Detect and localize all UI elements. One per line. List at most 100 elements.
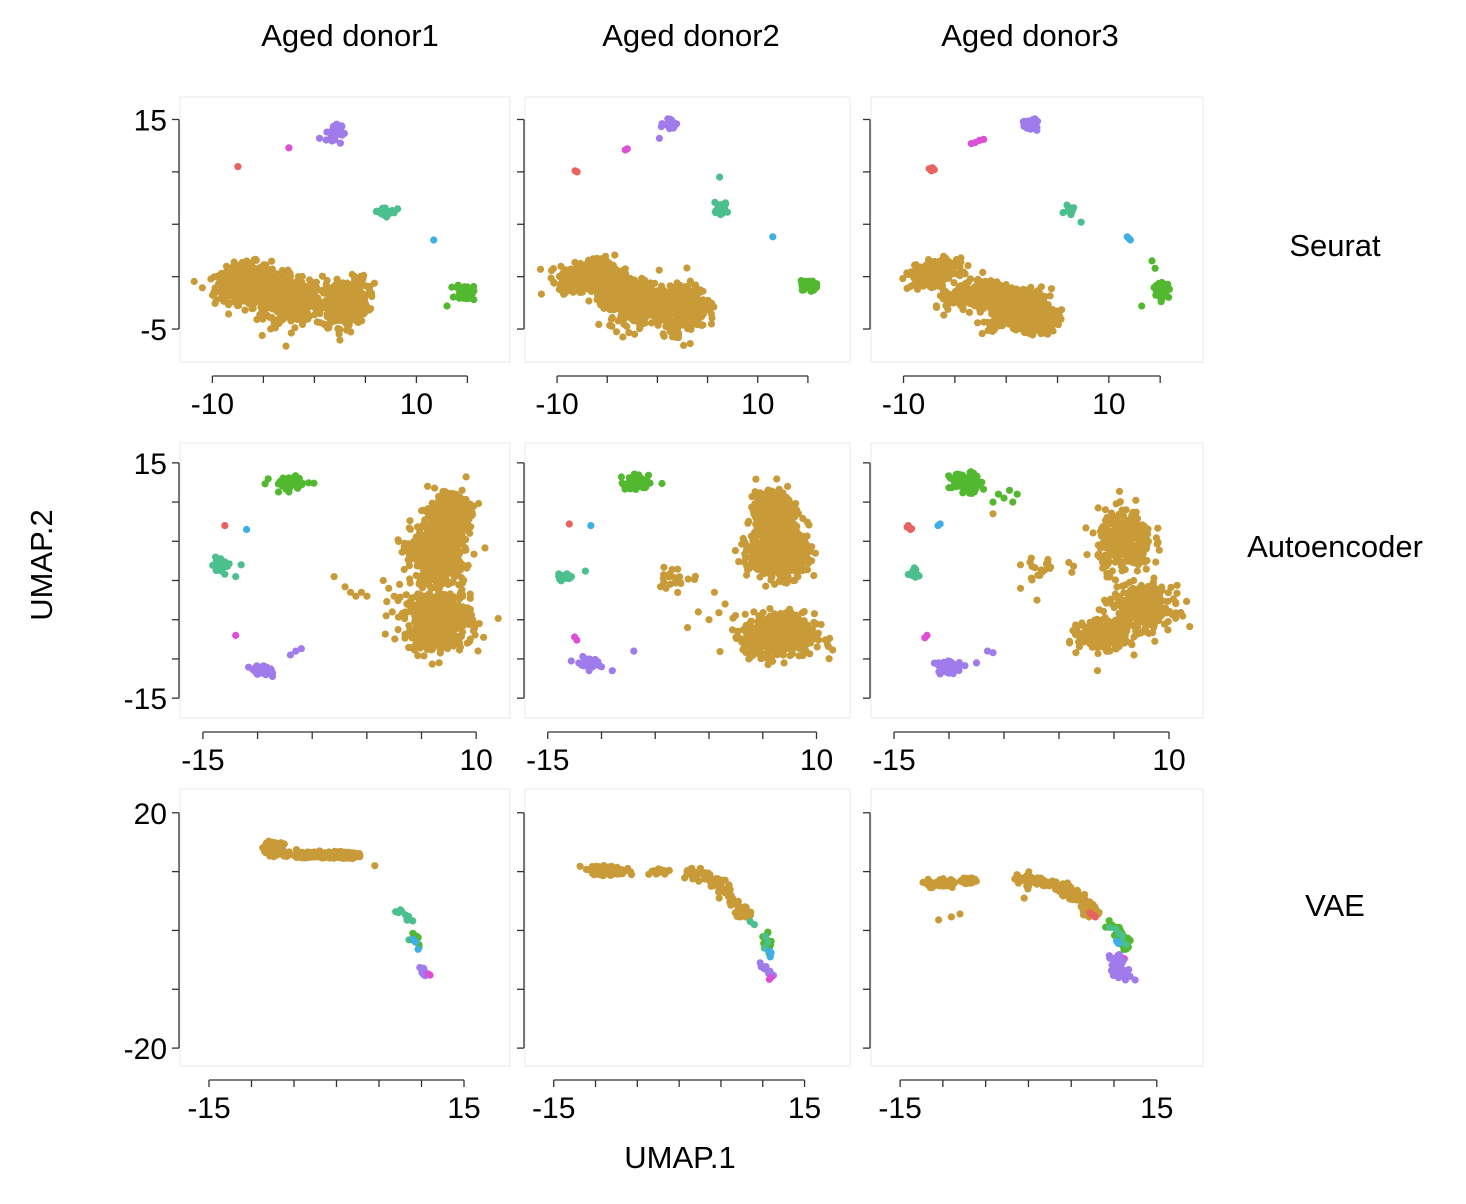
data-point xyxy=(382,213,391,221)
data-point xyxy=(973,287,981,295)
data-point xyxy=(1001,284,1009,292)
data-point xyxy=(608,313,616,322)
data-point xyxy=(585,297,593,305)
data-point xyxy=(243,260,251,268)
data-point xyxy=(686,340,694,348)
data-point xyxy=(927,167,935,175)
data-point xyxy=(1013,288,1021,296)
data-point xyxy=(217,287,225,296)
data-point xyxy=(650,304,658,312)
data-point xyxy=(621,265,629,273)
data-point xyxy=(911,261,919,269)
x-tick-label: -10 xyxy=(882,388,925,421)
data-point xyxy=(723,208,732,216)
data-point xyxy=(359,296,367,304)
data-point xyxy=(405,524,413,532)
data-point xyxy=(979,268,987,276)
data-point xyxy=(596,283,604,291)
data-point xyxy=(932,303,941,311)
data-point xyxy=(964,262,972,270)
data-point xyxy=(1151,264,1159,272)
data-point xyxy=(918,264,926,272)
column-titles: Aged donor1 Aged donor2 Aged donor3 xyxy=(261,18,1119,53)
data-point xyxy=(403,545,411,553)
data-point xyxy=(300,285,308,293)
data-point xyxy=(294,310,302,318)
data-point xyxy=(307,301,315,309)
data-point xyxy=(980,278,988,286)
data-point xyxy=(991,318,999,326)
data-point xyxy=(994,302,1003,310)
data-point xyxy=(298,272,306,281)
data-point xyxy=(481,544,489,552)
data-point xyxy=(463,288,471,296)
data-point xyxy=(798,286,806,294)
data-point xyxy=(345,321,353,329)
data-point xyxy=(354,314,362,322)
data-point xyxy=(1024,324,1032,332)
data-point xyxy=(976,308,984,316)
data-point xyxy=(1007,303,1015,311)
data-point xyxy=(636,321,644,329)
data-point xyxy=(245,300,253,308)
x-tick-label: 10 xyxy=(1092,388,1125,421)
data-point xyxy=(341,311,350,319)
data-point xyxy=(807,282,815,290)
data-point xyxy=(681,289,690,297)
data-point xyxy=(965,308,974,316)
data-point xyxy=(1050,320,1058,328)
row-labels: Seurat Autoencoder VAE xyxy=(1247,228,1423,923)
y-tick-label: 15 xyxy=(134,104,167,137)
data-point xyxy=(944,271,952,279)
column-title-donor3: Aged donor3 xyxy=(941,18,1119,53)
data-point xyxy=(769,233,777,241)
data-point xyxy=(955,284,963,292)
data-point xyxy=(622,284,630,293)
data-point xyxy=(410,538,418,546)
cluster-green xyxy=(443,302,451,310)
data-point xyxy=(666,123,674,132)
x-tick-label: -10 xyxy=(535,388,578,421)
data-point xyxy=(636,303,644,311)
data-point xyxy=(978,330,986,338)
data-point xyxy=(569,288,577,296)
data-point xyxy=(973,298,981,306)
data-point xyxy=(257,279,265,287)
data-point xyxy=(270,277,278,286)
data-point xyxy=(292,278,300,286)
data-point xyxy=(606,304,614,312)
data-point xyxy=(333,301,341,309)
data-point xyxy=(259,291,268,299)
data-point xyxy=(268,257,276,265)
data-point xyxy=(1044,330,1052,338)
data-point xyxy=(291,324,299,332)
data-point xyxy=(1029,295,1037,303)
y-tick-label: -5 xyxy=(140,314,167,347)
data-point xyxy=(241,269,249,277)
data-point xyxy=(323,313,331,321)
data-point xyxy=(537,290,546,298)
column-title-donor2: Aged donor2 xyxy=(602,18,780,53)
data-point xyxy=(453,284,461,292)
data-point xyxy=(404,556,412,564)
data-point xyxy=(993,289,1001,297)
data-point xyxy=(470,296,478,304)
data-point xyxy=(595,320,603,328)
data-point xyxy=(714,201,723,209)
data-point xyxy=(233,289,241,297)
data-point xyxy=(1037,327,1045,335)
data-point xyxy=(267,294,275,302)
data-point xyxy=(318,272,326,280)
data-point xyxy=(280,286,288,295)
data-point xyxy=(942,302,950,310)
data-point xyxy=(694,306,703,314)
x-axis-title: UMAP.1 xyxy=(624,1140,735,1175)
data-point xyxy=(470,282,478,291)
data-point xyxy=(689,311,697,319)
data-point xyxy=(300,316,308,324)
data-point xyxy=(234,302,242,310)
data-point xyxy=(661,295,669,303)
data-point xyxy=(920,277,928,286)
data-point xyxy=(260,304,268,313)
data-point xyxy=(395,537,403,546)
